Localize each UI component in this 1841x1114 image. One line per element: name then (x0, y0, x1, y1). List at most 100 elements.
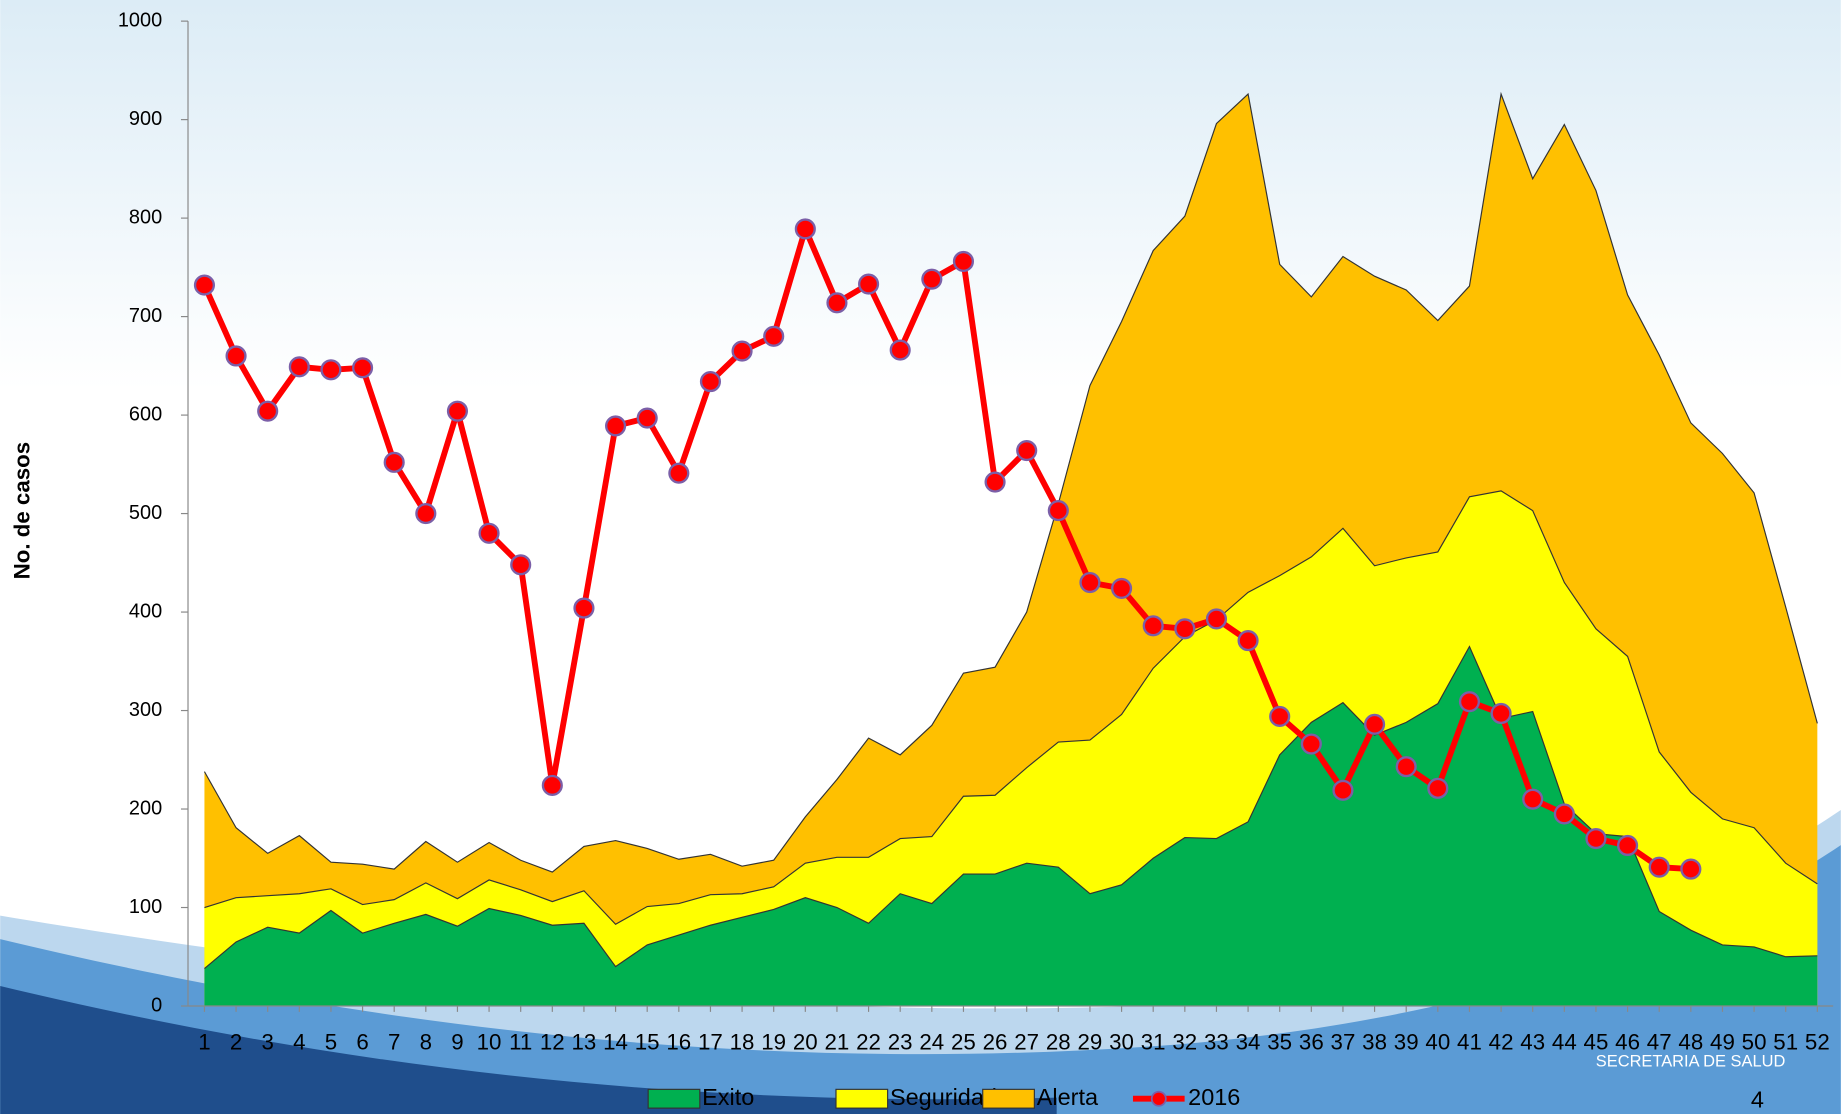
marker (257, 400, 279, 422)
marker (1617, 834, 1639, 857)
marker (1111, 577, 1133, 599)
area (204, 646, 1818, 1007)
x-tick-label: 22 (856, 1029, 881, 1054)
y-tick-label: 100 (129, 896, 162, 918)
x-tick-label: 34 (1236, 1029, 1261, 1054)
x-tick-label: 45 (1584, 1029, 1609, 1054)
legend-swatch (835, 1088, 889, 1109)
x-tick-label: 21 (825, 1029, 850, 1054)
x-tick-label: 27 (1014, 1029, 1039, 1054)
x-tick-label: 52 (1805, 1029, 1830, 1054)
swoosh (0, 845, 1841, 1114)
legend-label: Seguridad (890, 1084, 997, 1110)
x-tick-label: 10 (477, 1029, 502, 1054)
x-tick-label: 9 (451, 1029, 463, 1054)
marker (1269, 705, 1291, 728)
y-tick-label: 500 (129, 502, 162, 524)
x-tick-label: 37 (1331, 1029, 1356, 1054)
x-tick-label: 30 (1109, 1029, 1134, 1054)
x-tick-label: 1 (198, 1029, 210, 1054)
y-tick-label: 0 (151, 994, 162, 1016)
x-tick-label: 33 (1204, 1029, 1229, 1054)
x-tick-label: 49 (1710, 1029, 1735, 1054)
x-tick-label: 14 (603, 1029, 628, 1054)
x-tick-label: 35 (1267, 1029, 1292, 1054)
marker (699, 371, 722, 393)
marker (1174, 618, 1196, 640)
legend-label: Alerta (1037, 1084, 1099, 1110)
x-tick-label: 12 (540, 1029, 565, 1054)
x-tick-label: 16 (666, 1029, 691, 1054)
area-edge (204, 490, 1818, 925)
marker (605, 415, 627, 437)
marker (858, 273, 880, 295)
marker (225, 345, 247, 367)
y-tick-label: 200 (129, 797, 162, 819)
x-tick-label: 39 (1394, 1029, 1419, 1054)
marker (794, 218, 816, 240)
marker (1553, 803, 1575, 825)
marker (478, 522, 500, 544)
marker (668, 462, 690, 484)
x-tick-label: 48 (1678, 1029, 1703, 1054)
marker (288, 356, 310, 378)
x-tick-label: 13 (572, 1029, 597, 1054)
marker (826, 292, 848, 314)
marker (1490, 702, 1512, 725)
x-tick-label: 25 (951, 1029, 976, 1054)
x-tick-label: 24 (919, 1029, 944, 1054)
x-tick-label: 51 (1773, 1029, 1798, 1054)
marker (446, 400, 469, 422)
x-tick-label: 29 (1078, 1029, 1103, 1054)
marker (1427, 777, 1449, 799)
x-tick-label: 40 (1425, 1029, 1450, 1054)
x-tick-label: 26 (983, 1029, 1008, 1054)
marker (1237, 630, 1259, 652)
x-tick-label: 28 (1046, 1029, 1071, 1054)
x-tick-label: 36 (1299, 1029, 1324, 1054)
area-edge (203, 91, 1818, 873)
x-tick-label: 32 (1172, 1029, 1197, 1054)
area-edge (204, 645, 1818, 970)
marker (1364, 713, 1386, 735)
line (201, 226, 1692, 873)
y-tick-label: 600 (129, 403, 162, 425)
x-tick-label: 5 (325, 1029, 337, 1054)
x-tick-label: 31 (1141, 1029, 1166, 1054)
marker (1585, 828, 1607, 850)
marker (984, 471, 1006, 493)
x-tick-label: 7 (388, 1029, 400, 1054)
marker (921, 268, 943, 290)
marker (541, 774, 563, 796)
x-tick-label: 17 (698, 1029, 723, 1054)
marker (889, 339, 911, 361)
marker (731, 340, 753, 362)
marker (1648, 856, 1670, 878)
x-tick-label: 47 (1647, 1029, 1672, 1054)
marker (1522, 788, 1544, 810)
x-tick-label: 4 (293, 1029, 305, 1054)
x-tick-label: 41 (1457, 1029, 1482, 1054)
marker (636, 407, 658, 429)
marker (320, 359, 342, 381)
legend-label: Exito (702, 1084, 754, 1110)
legend-swatch (647, 1088, 701, 1109)
y-tick-label: 1000 (118, 9, 162, 31)
marker (573, 597, 595, 619)
x-tick-label: 38 (1362, 1029, 1387, 1054)
x-tick-label: 15 (635, 1029, 660, 1054)
swoosh (0, 986, 1057, 1114)
marker (1205, 608, 1228, 630)
page-number: 4 (1751, 1086, 1764, 1112)
y-tick-label: 800 (129, 206, 162, 228)
x-tick-label: 23 (888, 1029, 913, 1054)
x-tick-label: 3 (261, 1029, 273, 1054)
x-tick-label: 19 (761, 1029, 786, 1054)
marker (352, 357, 374, 379)
marker (1680, 858, 1702, 880)
marker (193, 274, 216, 296)
x-tick-label: 11 (509, 1029, 532, 1054)
x-tick-label: 44 (1552, 1029, 1577, 1054)
marker (1142, 615, 1164, 637)
